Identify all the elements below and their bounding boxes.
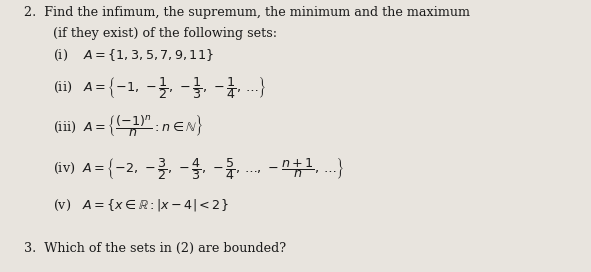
Text: 3.  Which of the sets in (2) are bounded?: 3. Which of the sets in (2) are bounded? xyxy=(24,242,286,255)
Text: (if they exist) of the following sets:: (if they exist) of the following sets: xyxy=(53,27,277,41)
Text: (iv)  $A = \left\{-2,\,-\dfrac{3}{2},\,-\dfrac{4}{3},\,-\dfrac{5}{4},\,\ldots,\,: (iv) $A = \left\{-2,\,-\dfrac{3}{2},\,-\… xyxy=(53,156,345,182)
Text: 2.  Find the infimum, the supremum, the minimum and the maximum: 2. Find the infimum, the supremum, the m… xyxy=(24,6,470,19)
Text: (v)   $A = \left\{x \in \mathbb{R} : |x - 4| < 2\right\}$: (v) $A = \left\{x \in \mathbb{R} : |x - … xyxy=(53,197,229,213)
Text: (iii)  $A = \left\{\dfrac{(-1)^{n}}{n} : n \in \mathbb{N}\right\}$: (iii) $A = \left\{\dfrac{(-1)^{n}}{n} : … xyxy=(53,113,204,140)
Text: (i)    $A = \{1,3,5,7,9,11\}$: (i) $A = \{1,3,5,7,9,11\}$ xyxy=(53,48,214,63)
Text: (ii)   $A = \left\{-1,\,-\dfrac{1}{2},\,-\dfrac{1}{3},\,-\dfrac{1}{4},\,\ldots\r: (ii) $A = \left\{-1,\,-\dfrac{1}{2},\,-\… xyxy=(53,75,267,101)
